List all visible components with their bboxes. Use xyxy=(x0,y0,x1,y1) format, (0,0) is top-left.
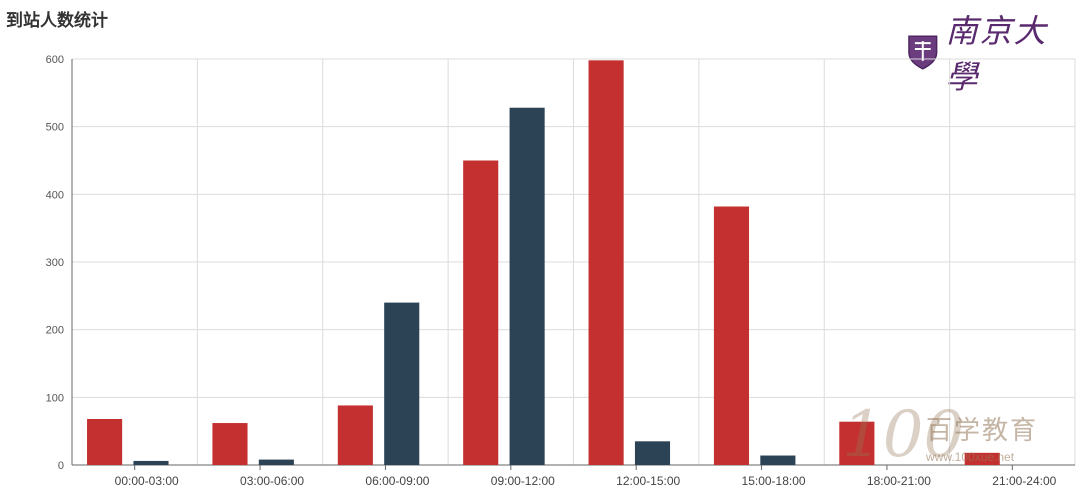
y-tick-label: 400 xyxy=(46,189,64,201)
bar xyxy=(760,455,796,465)
bar xyxy=(212,423,248,465)
x-tick-label: 12:00-15:00 xyxy=(616,474,680,488)
bar xyxy=(258,459,294,465)
y-tick-label: 0 xyxy=(58,460,64,472)
university-logo: 南京大學 xyxy=(906,6,1080,98)
bar xyxy=(133,460,169,465)
bar xyxy=(509,107,545,465)
y-tick-label: 300 xyxy=(46,257,64,269)
y-tick-label: 500 xyxy=(46,122,64,134)
bar xyxy=(87,418,123,465)
x-tick-label: 06:00-09:00 xyxy=(365,474,429,488)
x-tick-label: 03:00-06:00 xyxy=(240,474,304,488)
y-tick-label: 100 xyxy=(46,392,64,404)
y-tick-label: 600 xyxy=(46,54,64,66)
bar xyxy=(964,452,1000,465)
bar xyxy=(839,421,875,465)
bar xyxy=(384,302,420,465)
x-tick-label: 00:00-03:00 xyxy=(115,474,179,488)
x-tick-label: 09:00-12:00 xyxy=(491,474,555,488)
y-tick-label: 200 xyxy=(46,325,64,337)
bar xyxy=(337,405,373,465)
bar xyxy=(634,441,671,465)
university-name: 南京大學 xyxy=(945,12,1048,96)
bar xyxy=(713,206,750,465)
x-tick-label: 15:00-18:00 xyxy=(742,474,806,488)
x-tick-label: 18:00-21:00 xyxy=(867,474,931,488)
x-tick-label: 21:00-24:00 xyxy=(992,474,1056,488)
bar xyxy=(588,60,624,465)
bar xyxy=(463,160,499,465)
chart-title: 到站人数统计 xyxy=(6,11,108,30)
